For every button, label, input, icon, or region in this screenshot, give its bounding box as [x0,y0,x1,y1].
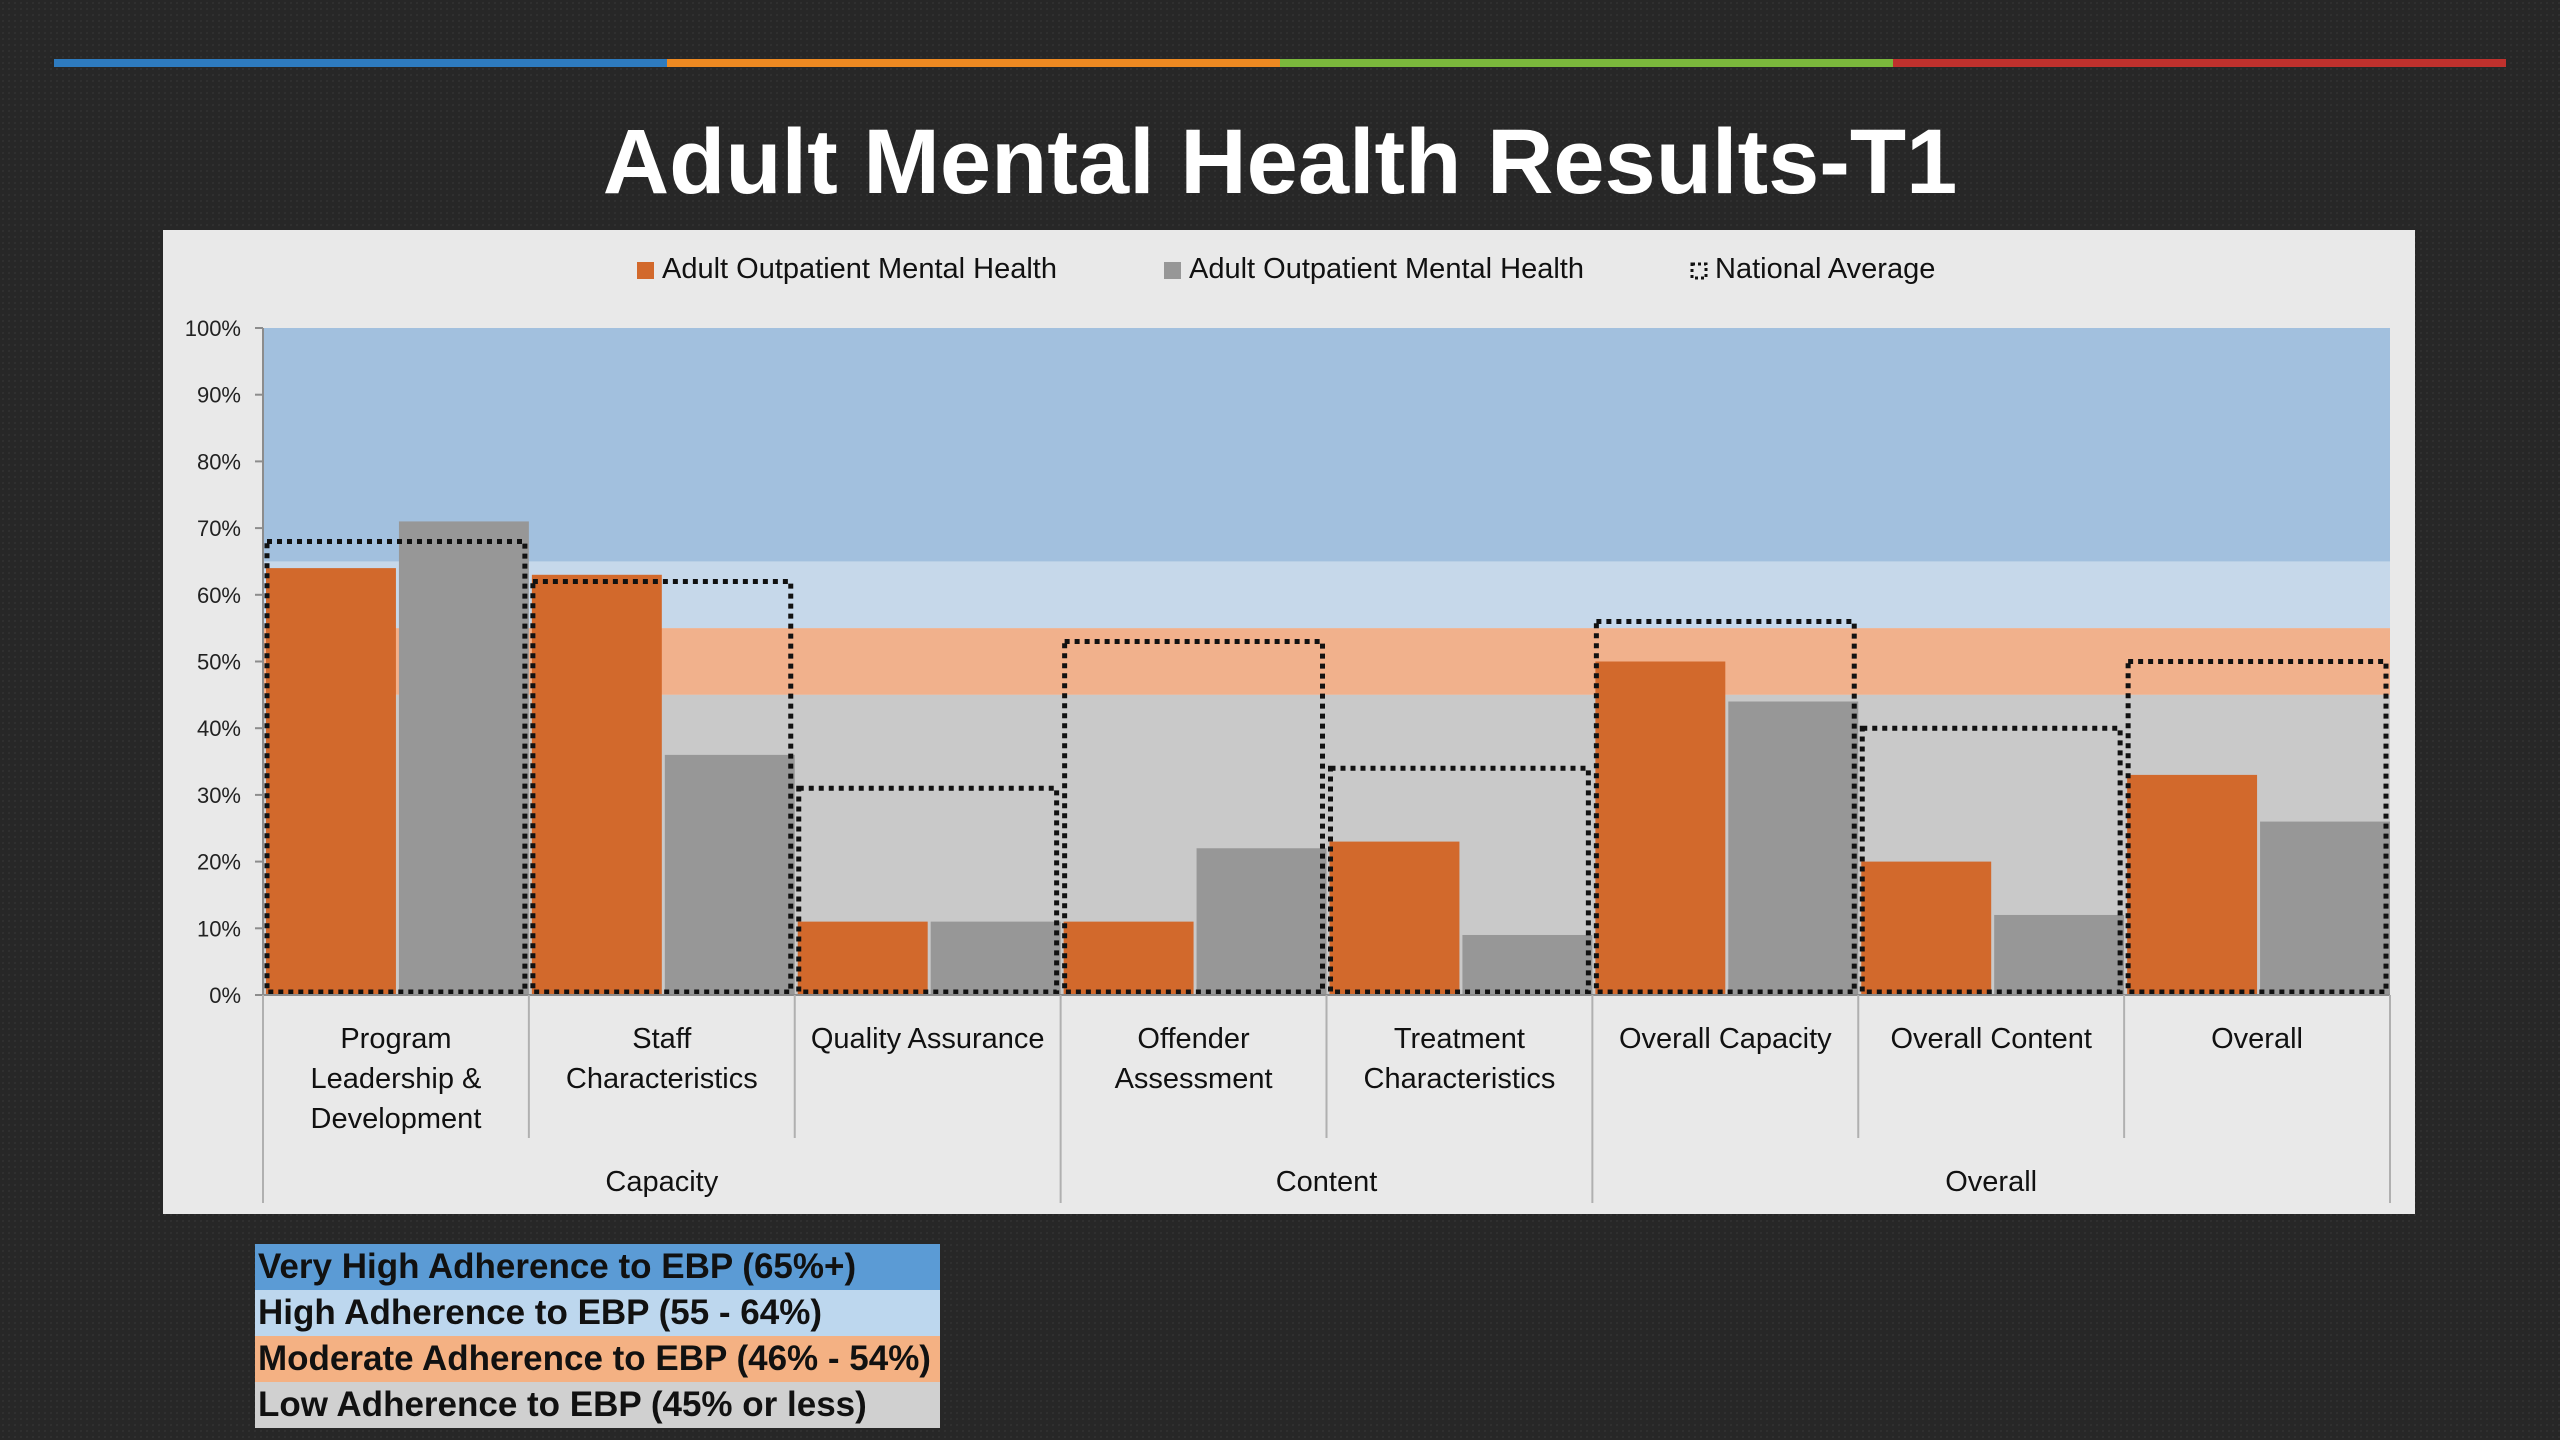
band-legend-low: Low Adherence to EBP (45% or less) [255,1382,940,1428]
accent-segment-red [1893,59,2506,67]
band-legend-high: High Adherence to EBP (55 - 64%) [255,1290,940,1336]
y-tick-label: 20% [197,850,241,875]
bar-gray [930,921,1061,995]
bar-gray [398,521,529,995]
x-axis: Program Leadership & Development Staff Chara… [262,994,2391,1203]
legend-label-2: National Average [1715,253,1935,285]
y-tick-label: 100% [185,316,241,341]
band-legend-moderate: Moderate Adherence to EBP (46% - 54%) [255,1336,940,1382]
accent-bar [54,59,2506,67]
bar-orange [797,921,928,995]
national-average-outline [796,785,1060,995]
x-tick-label: Offender Assessment [1115,1023,1273,1095]
bar-gray [1462,934,1593,995]
y-tick-label: 40% [197,716,241,741]
x-group-label: Capacity [605,1166,718,1198]
national-average-outline [1328,765,1591,995]
y-tick-label: 90% [197,383,241,408]
bar-gray [1994,914,2125,995]
x-tick-label: Program Leadership & Development [310,1023,481,1135]
bar-gray [1196,848,1327,995]
accent-segment-blue [54,59,667,67]
y-tick-label: 70% [197,516,241,541]
bar-orange [1329,841,1460,995]
national-average-outline [1859,725,2123,995]
x-tick-label: Staff Characteristics [566,1023,758,1095]
slide-title: Adult Mental Health Results-T1 [602,111,1958,213]
bar-orange [2127,774,2258,995]
bar-gray [664,754,795,995]
x-group-label: Content [1276,1166,1378,1198]
adherence-band-legend: Very High Adherence to EBP (65%+) High A… [255,1244,940,1428]
bar-gray [2260,821,2390,995]
chart-legend: Adult Outpatient Mental Health Adult Outp… [637,253,1935,285]
national-average-outline [1062,638,1325,995]
x-tick-label: Overall [2211,1023,2303,1055]
band-legend-very-high: Very High Adherence to EBP (65%+) [255,1244,940,1290]
y-axis: 0% 10% 20% 30% 40% 50% 60% 70% 80% 90% 100% [185,316,264,1008]
accent-segment-orange [667,59,1280,67]
x-group-label: Overall [1945,1166,2037,1198]
legend-swatch-2 [1690,262,1708,280]
legend-swatch-0 [637,262,654,279]
y-tick-label: 0% [209,983,241,1008]
y-tick-label: 30% [197,783,241,808]
national-average-outline [2125,659,2389,995]
bar-orange [266,568,396,995]
bar-orange [1595,661,1726,995]
legend-swatch-1 [1164,262,1181,279]
x-tick-label: Quality Assurance [811,1023,1045,1055]
legend-label-1: Adult Outpatient Mental Health [1189,253,1584,285]
national-average-outline [264,538,528,995]
y-tick-label: 80% [197,449,241,474]
y-tick-label: 60% [197,583,241,608]
national-average-outlines [264,538,2389,995]
bar-orange [1861,861,1992,995]
national-average-outline [530,578,794,995]
y-tick-label: 50% [197,650,241,675]
bars [266,521,2390,995]
bar-gray [1728,701,1859,995]
accent-segment-green [1280,59,1893,67]
bar-orange [1063,921,1194,995]
x-tick-label: Overall Capacity [1619,1023,1832,1055]
band-0 [263,328,2390,562]
national-average-outline [1593,618,1857,995]
x-tick-label: Overall Content [1890,1023,2092,1055]
bar-orange [531,574,662,995]
y-tick-label: 10% [197,916,241,941]
x-tick-label: Treatment Characteristics [1364,1023,1556,1095]
legend-label-0: Adult Outpatient Mental Health [662,253,1057,285]
